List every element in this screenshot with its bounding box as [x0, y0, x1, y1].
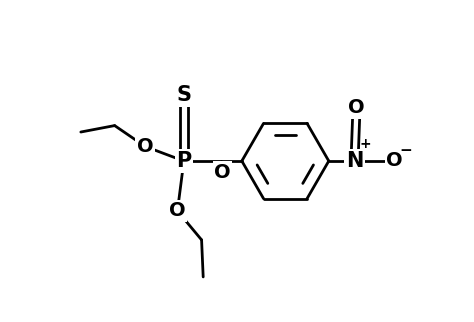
Text: P: P: [176, 151, 191, 171]
Text: O: O: [348, 98, 365, 118]
Text: +: +: [359, 137, 371, 151]
Text: S: S: [176, 85, 191, 105]
Text: −: −: [399, 143, 412, 158]
Text: O: O: [386, 151, 403, 171]
Text: N: N: [346, 151, 363, 171]
Text: O: O: [169, 201, 186, 221]
Text: O: O: [137, 137, 154, 156]
Text: O: O: [214, 163, 231, 182]
